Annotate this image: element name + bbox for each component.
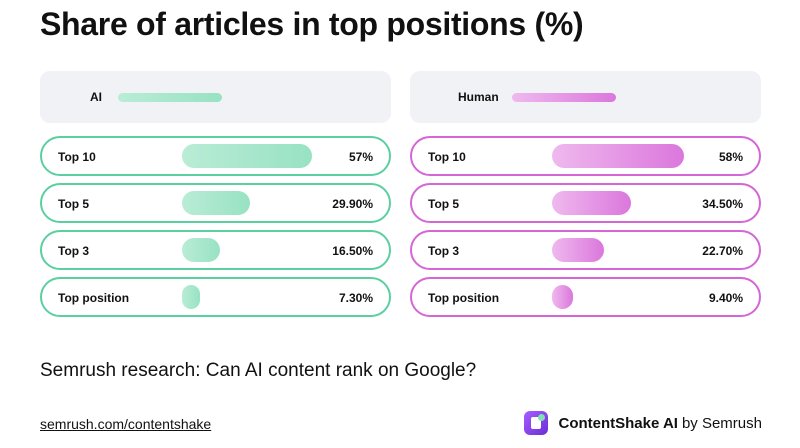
value-label: 16.50% — [332, 244, 373, 258]
human-row: Top 3 22.70% — [410, 230, 761, 270]
contentshake-logo-icon — [524, 411, 549, 435]
human-bar — [552, 144, 684, 168]
chart-title: Share of articles in top positions (%) — [40, 6, 584, 42]
human-rows: Top 10 58% Top 5 34.50% Top 3 22.70% Top posit… — [410, 136, 761, 317]
ai-row: Top position 7.30% — [40, 277, 391, 317]
category-label: Top 10 — [58, 150, 96, 164]
human-bar — [552, 191, 631, 215]
brand: ContentShake AI by Semrush — [524, 411, 762, 435]
value-label: 22.70% — [702, 244, 743, 258]
ai-row: Top 5 29.90% — [40, 183, 391, 223]
ai-row: Top 10 57% — [40, 136, 391, 176]
ai-row: Top 3 16.50% — [40, 230, 391, 270]
ai-legend-swatch — [118, 93, 222, 102]
human-row: Top 5 34.50% — [410, 183, 761, 223]
ai-legend-label: AI — [90, 90, 102, 104]
category-label: Top position — [428, 291, 500, 305]
ai-bar — [182, 238, 220, 262]
category-label: Top 3 — [58, 244, 90, 258]
value-label: 9.40% — [708, 291, 743, 305]
ai-bar — [182, 191, 251, 215]
value-label: 58% — [718, 150, 743, 164]
category-label: Top 5 — [58, 197, 90, 211]
human-panel: Human Top 10 58% Top 5 34.50% Top 3 22.70% Top… — [410, 71, 761, 324]
human-row: Top position 9.40% — [410, 277, 761, 317]
category-label: Top 10 — [428, 150, 466, 164]
human-legend: Human — [410, 71, 761, 123]
brand-name: ContentShake AI — [558, 414, 678, 432]
value-label: 29.90% — [332, 197, 373, 211]
brand-by: by Semrush — [681, 414, 762, 432]
research-subtitle: Semrush research: Can AI content rank on… — [40, 360, 477, 381]
source-link[interactable]: semrush.com/contentshake — [40, 416, 212, 432]
human-legend-label: Human — [458, 90, 499, 104]
value-label: 34.50% — [702, 197, 743, 211]
human-row: Top 10 58% — [410, 136, 761, 176]
ai-bar — [182, 285, 200, 309]
human-bar — [552, 238, 604, 262]
value-label: 7.30% — [338, 291, 373, 305]
ai-bar — [182, 144, 312, 168]
category-label: Top 5 — [428, 197, 460, 211]
human-legend-swatch — [512, 93, 616, 102]
value-label: 57% — [348, 150, 373, 164]
category-label: Top position — [58, 291, 130, 305]
ai-rows: Top 10 57% Top 5 29.90% Top 3 16.50% Top posit… — [40, 136, 391, 317]
human-bar — [552, 285, 574, 309]
ai-legend: AI — [40, 71, 391, 123]
ai-panel: AI Top 10 57% Top 5 29.90% Top 3 16.50% Top po… — [40, 71, 391, 324]
category-label: Top 3 — [428, 244, 460, 258]
